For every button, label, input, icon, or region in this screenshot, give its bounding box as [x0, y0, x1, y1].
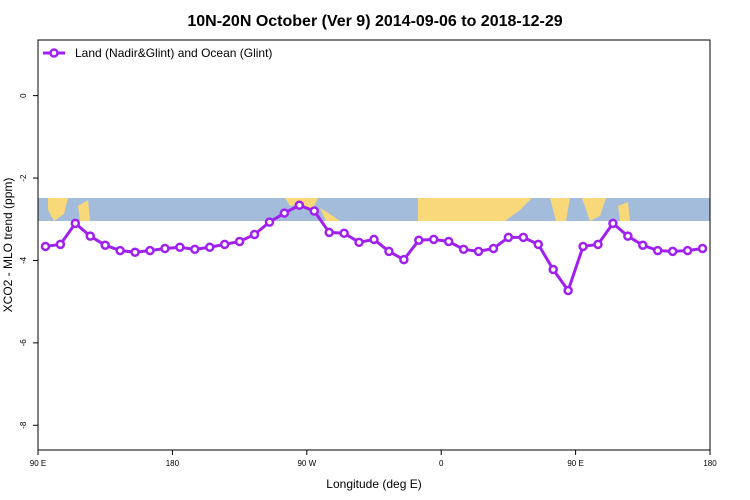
data-point — [638, 240, 648, 250]
data-point — [593, 239, 603, 250]
y-tick-label: -6 — [19, 339, 28, 347]
x-tick-label: 180 — [166, 459, 180, 468]
data-point — [160, 243, 170, 254]
data-point — [473, 246, 484, 257]
data-point — [70, 218, 81, 229]
data-point — [339, 228, 349, 239]
data-point — [40, 241, 51, 252]
y-tick-label: -8 — [19, 421, 28, 429]
data-point — [682, 245, 693, 256]
data-point — [667, 246, 678, 257]
y-axis-label: XCO2 - MLO trend (ppm) — [1, 178, 15, 313]
data-point — [428, 234, 439, 245]
map-band — [38, 198, 710, 221]
chart-title: 10N-20N October (Ver 9) 2014-09-06 to 20… — [187, 13, 562, 30]
data-point — [369, 234, 379, 245]
data-point — [145, 245, 155, 256]
data-point — [399, 254, 409, 265]
legend-marker — [49, 48, 59, 58]
y-tick-label: -4 — [19, 256, 28, 264]
x-tick-label: 90 W — [297, 459, 316, 468]
data-point — [175, 242, 185, 253]
data-point — [204, 242, 215, 253]
data-point — [414, 235, 424, 246]
data-point — [578, 241, 588, 252]
data-point — [85, 231, 96, 241]
data-point — [533, 239, 544, 250]
x-tick-label: 90 E — [30, 459, 46, 468]
data-point — [488, 243, 499, 254]
data-point — [324, 227, 334, 238]
data-point — [309, 206, 320, 216]
y-tick-label: 0 — [19, 93, 28, 98]
x-tick-label: 90 E — [567, 459, 583, 468]
data-point — [503, 232, 514, 243]
data-point — [563, 285, 573, 296]
data-point — [294, 200, 305, 210]
data-point — [458, 244, 469, 255]
data-point — [548, 264, 558, 275]
data-point — [652, 245, 663, 256]
data-point — [279, 208, 290, 218]
legend-label: Land (Nadir&Glint) and Ocean (Glint) — [75, 46, 272, 60]
data-point — [623, 231, 633, 241]
data-point — [608, 218, 618, 229]
data-point — [190, 244, 200, 255]
y-tick-label: -2 — [19, 174, 28, 182]
x-tick-label: 180 — [703, 459, 717, 468]
data-point — [697, 243, 708, 254]
x-axis-label: Longitude (deg E) — [326, 477, 421, 491]
data-point — [249, 229, 260, 240]
data-point — [384, 246, 394, 257]
x-tick-label: 0 — [439, 459, 444, 468]
data-point — [518, 232, 529, 243]
data-point — [443, 236, 454, 247]
data-point — [115, 245, 125, 256]
data-point — [354, 237, 364, 248]
data-point — [219, 239, 230, 250]
data-point — [100, 240, 110, 250]
data-point — [234, 236, 245, 247]
data-point — [130, 247, 140, 257]
data-point — [264, 217, 275, 227]
plot-frame — [37, 39, 711, 451]
data-point — [55, 239, 66, 250]
